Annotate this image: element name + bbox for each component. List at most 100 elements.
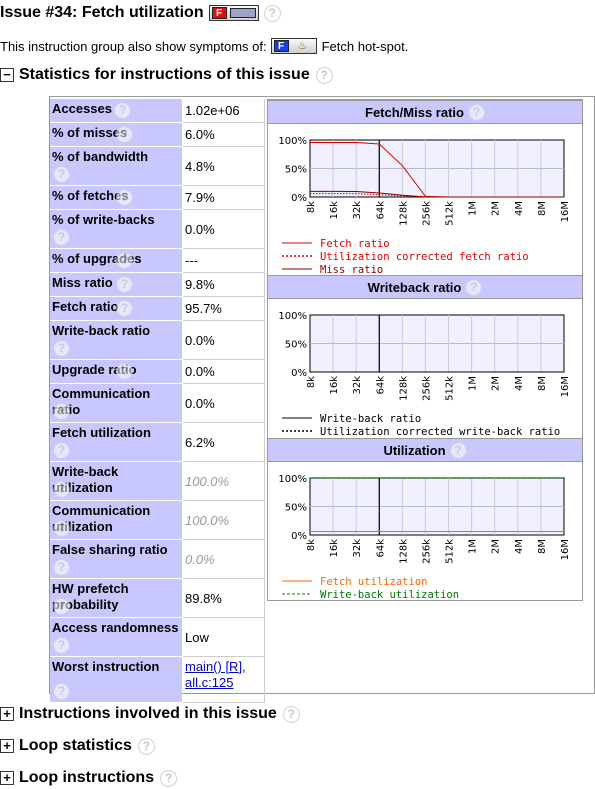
loop-statistics-section-title: Loop statistics — [19, 737, 132, 754]
stat-label: HW prefetch probability? — [50, 579, 182, 618]
x-tick-label: 8M — [537, 376, 548, 391]
instructions-section-header[interactable]: + Instructions involved in this issue ? — [0, 703, 300, 725]
x-tick-label: 16k — [329, 376, 340, 395]
chart-title: Writeback ratio — [367, 279, 462, 295]
legend-label: Fetch ratio — [320, 238, 390, 250]
statistics-section-title: Statistics for instructions of this issu… — [19, 66, 310, 83]
stat-label: Worst instruction? — [50, 657, 182, 703]
x-tick-label: 16M — [560, 539, 571, 560]
help-icon[interactable]: ? — [116, 126, 133, 143]
statistics-section-header[interactable]: − Statistics for instructions of this is… — [0, 64, 333, 86]
stat-label-text: Miss ratio — [52, 275, 113, 290]
help-icon[interactable]: ? — [449, 441, 467, 459]
stat-label: Write-back utilization? — [50, 462, 182, 501]
x-tick-label: 64k — [375, 201, 386, 220]
y-tick-label: 0% — [291, 368, 307, 379]
x-tick-label: 2M — [491, 201, 502, 216]
x-tick-label: 16M — [560, 376, 571, 397]
loop-instructions-section-header[interactable]: + Loop instructions ? — [0, 767, 178, 789]
y-tick-label: 50% — [285, 503, 307, 514]
worst-instruction-link[interactable]: main() [R], all.c:125 — [185, 659, 246, 690]
symptom-badge[interactable]: F ♨ — [270, 38, 317, 54]
x-tick-label: 16M — [560, 201, 571, 222]
help-icon[interactable]: ? — [53, 598, 70, 615]
help-icon[interactable]: ? — [53, 442, 70, 459]
help-icon[interactable]: ? — [137, 737, 155, 755]
stat-value: Low — [183, 618, 265, 657]
stat-value-text: 7.9% — [185, 190, 215, 205]
x-tick-label: 1M — [468, 201, 479, 216]
stat-value: 6.0% — [183, 123, 265, 147]
help-icon[interactable]: ? — [315, 66, 333, 84]
stat-label: % of fetches? — [50, 186, 182, 210]
y-tick-label: 100% — [278, 474, 307, 485]
collapse-toggle-icon[interactable]: − — [0, 68, 14, 82]
x-tick-label: 256k — [421, 376, 432, 401]
stat-row: % of misses? 6.0% — [50, 123, 265, 147]
stat-row: Write-back utilization? 100.0% — [50, 462, 265, 501]
writeback-ratio-chart: 0% 50% 100% 8k 16k 32k 64k 128k 256k 512k 1M 2M 4M 8M… — [278, 311, 571, 437]
help-icon[interactable]: ? — [160, 769, 178, 787]
hot-spot-icon: ♨ — [297, 40, 308, 52]
help-icon[interactable]: ? — [263, 4, 281, 22]
chart-header-fetch-miss: Fetch/Miss ratio ? — [268, 100, 582, 124]
help-icon[interactable]: ? — [53, 559, 70, 576]
expand-toggle-icon[interactable]: + — [0, 707, 14, 721]
help-icon[interactable]: ? — [465, 278, 483, 296]
stat-label-text: Write-back ratio — [52, 323, 151, 338]
stat-label-text: % of bandwidth — [52, 149, 149, 164]
stat-row: % of fetches? 7.9% — [50, 186, 265, 210]
help-icon[interactable]: ? — [53, 340, 70, 357]
symptoms-line: This instruction group also show symptom… — [0, 36, 408, 56]
stat-row: Accesses? 1.02e+06 — [50, 99, 265, 123]
stat-row: Fetch utilization? 6.2% — [50, 423, 265, 462]
stat-value-text: 4.8% — [185, 158, 215, 174]
stat-value-text: 1.02e+06 — [185, 103, 240, 118]
x-tick-label: 128k — [398, 201, 409, 226]
help-icon[interactable]: ? — [53, 637, 70, 654]
x-tick-label: 512k — [445, 376, 456, 401]
stat-value: 0.0% — [183, 210, 265, 249]
stat-value-text: Low — [185, 629, 209, 645]
help-icon[interactable]: ? — [116, 300, 133, 317]
x-tick-label: 4M — [514, 376, 525, 391]
help-icon[interactable]: ? — [53, 166, 70, 183]
help-icon[interactable]: ? — [53, 520, 70, 537]
help-icon[interactable]: ? — [114, 102, 131, 119]
stat-value: 89.8% — [183, 579, 265, 618]
chart-header-utilization: Utilization ? — [268, 438, 582, 462]
stat-value-text: 0.0% — [185, 332, 215, 348]
stat-value: 0.0% — [183, 540, 265, 579]
stat-label-text: % of write-backs — [52, 212, 155, 227]
help-icon[interactable]: ? — [116, 189, 133, 206]
x-tick-label: 8k — [306, 376, 317, 388]
stat-row: % of write-backs? 0.0% — [50, 210, 265, 249]
help-icon[interactable]: ? — [53, 683, 70, 700]
expand-toggle-icon[interactable]: + — [0, 739, 14, 753]
legend-label: Write-back ratio — [320, 413, 421, 425]
stat-label: False sharing ratio? — [50, 540, 182, 579]
loop-statistics-section-header[interactable]: + Loop statistics ? — [0, 735, 155, 757]
expand-toggle-icon[interactable]: + — [0, 771, 14, 785]
stat-value: 0.0% — [183, 360, 265, 384]
stat-value: 0.0% — [183, 384, 265, 423]
x-tick-label: 32k — [352, 201, 363, 220]
stat-value-text: 0.0% — [185, 395, 215, 411]
issue-title-row: Issue #34: Fetch utilization F ? — [0, 2, 281, 24]
stat-value: 4.8% — [183, 147, 265, 186]
stat-label-text: % of fetches — [52, 188, 129, 203]
help-icon[interactable]: ? — [116, 252, 133, 269]
help-icon[interactable]: ? — [53, 403, 70, 420]
help-icon[interactable]: ? — [116, 363, 133, 380]
stat-value-text: 6.0% — [185, 127, 215, 142]
help-icon[interactable]: ? — [467, 103, 485, 121]
stat-label: Fetch utilization? — [50, 423, 182, 462]
issue-badge[interactable]: F — [208, 5, 259, 21]
help-icon[interactable]: ? — [53, 481, 70, 498]
help-icon[interactable]: ? — [282, 705, 300, 723]
symptom-text: Fetch hot-spot. — [321, 38, 409, 54]
stat-label-text: Upgrade ratio — [52, 362, 137, 377]
x-tick-label: 256k — [421, 201, 432, 226]
help-icon[interactable]: ? — [116, 276, 133, 293]
help-icon[interactable]: ? — [53, 229, 70, 246]
